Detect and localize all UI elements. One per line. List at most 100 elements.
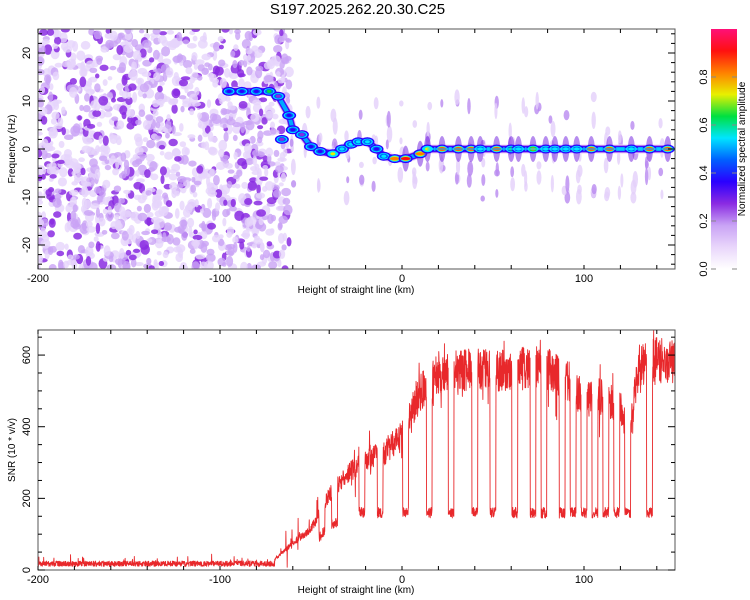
noise-blob [85,60,95,69]
noise-blob [84,93,90,102]
noise-blob [159,166,167,176]
noise-blob [266,197,277,205]
noise-blob [113,185,122,193]
noise-blob [174,208,180,219]
noise-blob [133,181,143,190]
noise-blob [155,116,164,123]
noise-blob [213,41,221,52]
noise-blob [162,251,169,259]
noise-blob [175,171,181,177]
noise-blob [135,158,143,165]
noise-blob [125,96,133,105]
noise-blob [42,39,50,45]
noise-blob [148,265,155,269]
noise-blob [146,211,154,218]
noise-blob [281,244,287,251]
noise-blob [224,162,233,169]
noise-blob [176,31,182,42]
noise-blob [202,32,207,43]
noise-blob [133,133,143,143]
colorbar-ticks: 0.0 0.2 0.4 0.6 0.8 [698,69,737,277]
noise-blob [159,81,165,86]
noise-streak [604,187,611,199]
noise-blob [176,175,187,183]
noise-streak [536,170,542,185]
noise-blob [279,29,284,37]
noise-blob [113,135,121,141]
noise-blob [180,76,191,81]
noise-blob [101,229,108,235]
noise-blob [284,66,294,78]
noise-blob [56,159,65,164]
noise-streak [318,132,323,143]
noise-blob [171,75,182,87]
noise-blob [222,217,227,227]
noise-blob [246,262,252,269]
ridge-blob-core [317,149,323,153]
noise-blob [154,219,160,230]
noise-blob [141,71,152,77]
noise-blob [38,258,43,266]
noise-streak [565,175,570,193]
noise-blob [79,104,84,112]
noise-blob [258,97,268,103]
noise-blob [173,246,182,253]
noise-blob [69,189,79,196]
noise-blob [69,78,77,85]
noise-blob [110,232,120,240]
colorbar-tick-label: 0.4 [698,165,710,180]
noise-streak [524,106,529,118]
noise-streak [508,122,512,141]
noise-blob [277,259,282,268]
noise-blob [100,46,109,53]
noise-blob [180,105,185,113]
noise-blob [180,262,187,268]
noise-blob [187,82,194,90]
noise-blob [182,98,191,104]
noise-blob [244,30,253,41]
noise-streak [603,157,609,174]
noise-streak [550,120,556,138]
noise-blob [142,59,152,67]
noise-blob [281,74,286,84]
noise-blob [199,208,204,214]
noise-blob [58,140,65,148]
noise-blob [246,246,251,252]
noise-blob [246,66,253,76]
noise-blob [224,68,231,78]
noise-streak [617,185,622,200]
noise-blob [119,247,125,259]
noise-blob [56,250,65,257]
noise-blob [135,169,140,177]
noise-blob [212,80,219,88]
ridge-blob-core [299,133,305,137]
noise-blob [239,241,245,250]
noise-blob [156,98,165,106]
noise-blob [94,168,101,180]
noise-blob [151,229,159,235]
noise-blob [111,97,116,103]
noise-blob [49,83,54,91]
noise-blob [194,86,200,96]
noise-blob [95,241,101,252]
noise-blob [123,189,131,194]
noise-streak [617,130,622,144]
noise-blob [46,163,52,170]
noise-blob [189,108,195,116]
noise-blob [107,91,113,98]
noise-blob [233,151,238,160]
ridge-blob-core [279,137,285,141]
noise-blob [114,214,120,221]
noise-streak [373,97,379,110]
noise-blob [162,96,171,102]
ridge-blob-core [374,147,380,151]
noise-blob [227,169,235,174]
noise-blob [80,61,86,72]
noise-blob [232,236,239,244]
noise-blob [136,205,142,212]
noise-blob [118,62,127,73]
noise-blob [226,118,236,126]
noise-blob [232,124,242,134]
snr-x-ticks: -200 -100 0 100 [27,330,658,586]
noise-blob [143,203,151,214]
